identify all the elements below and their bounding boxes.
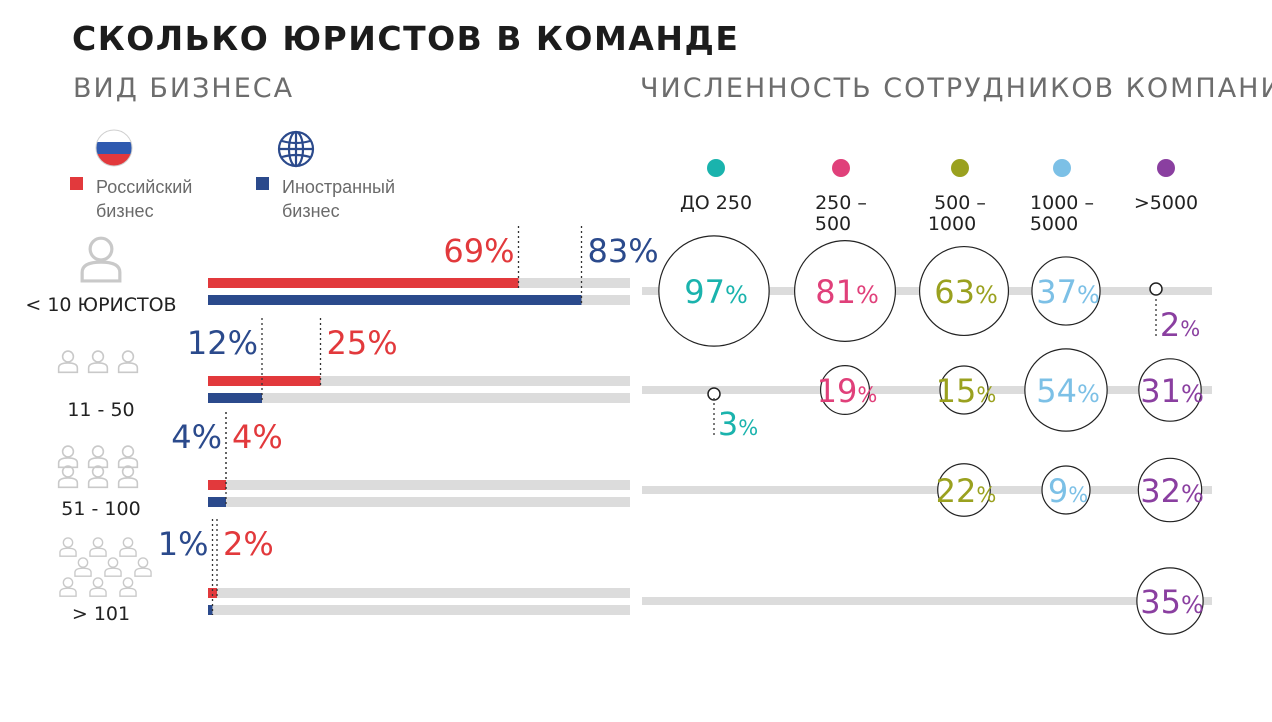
column-header-over_5000: >5000: [1134, 159, 1198, 214]
foreign-legend-label-line2: бизнес: [282, 201, 340, 221]
foreign-track: [208, 393, 630, 403]
russian-bar: [208, 278, 519, 288]
person-icon: [80, 236, 122, 283]
bar-row-4: > 101 1% 2%: [59, 519, 630, 625]
foreign-legend-swatch: [256, 177, 269, 190]
bubble: [1024, 348, 1108, 432]
column-label-line1: 500 –: [934, 192, 986, 214]
foreign-bar: [208, 393, 262, 403]
bubble: [1138, 358, 1202, 422]
bubble: [1136, 567, 1204, 635]
bubble-value-label: 3%: [718, 405, 758, 443]
bubble: [1137, 457, 1203, 523]
bubble: [918, 245, 1010, 337]
bubble-value-label: 15%: [936, 372, 997, 410]
color-dot-icon: [707, 159, 725, 177]
column-label-line1: 1000 –: [1030, 192, 1094, 214]
russian-bar: [208, 376, 321, 386]
column-label-line1: 250 –: [815, 192, 867, 214]
bar-row-2: 11 - 50 12% 25%: [57, 318, 630, 421]
color-dot-icon: [832, 159, 850, 177]
column-label-line2: 500: [815, 213, 851, 235]
russian-value-label: 2%: [223, 525, 274, 563]
bubble-row-4: 35%: [642, 567, 1212, 635]
category-label: 51 - 100: [61, 498, 140, 520]
foreign-bar: [208, 605, 213, 615]
russian-value-label: 25%: [327, 324, 398, 362]
bubble: [1031, 256, 1101, 326]
company-size-bubble-chart: ДО 250 250 –500 500 –1000 1000 –5000 >5000 97…: [642, 159, 1212, 635]
bubble: [793, 240, 896, 343]
bubble-value-label: 19%: [817, 372, 878, 410]
bubble-value-label: 35%: [1140, 583, 1204, 621]
bubble-value-label: 2%: [1160, 306, 1200, 344]
category-label: < 10 ЮРИСТОВ: [25, 294, 176, 316]
bubble-value-label: 32%: [1140, 472, 1204, 510]
bubble: [939, 365, 989, 415]
color-dot-icon: [951, 159, 969, 177]
russian-bar: [208, 588, 217, 598]
business-type-bar-chart: < 10 ЮРИСТОВ 69% 83% 11 - 50 12% 25% 51 - 100 4…: [25, 226, 659, 625]
russian-track: [208, 588, 630, 598]
bubble-row-3: 22% 9% 32%: [642, 457, 1212, 523]
category-label: > 101: [72, 603, 130, 625]
foreign-bar: [208, 497, 226, 507]
bubble-value-label: 97%: [684, 273, 748, 311]
russian-track: [208, 480, 630, 490]
legend: Российский бизнес Иностранный бизнес: [70, 129, 395, 221]
bubble: [937, 463, 991, 517]
color-dot-icon: [1157, 159, 1175, 177]
foreign-value-label: 12%: [187, 324, 258, 362]
page-title: СКОЛЬКО ЮРИСТОВ В КОМАНДЕ: [72, 19, 739, 58]
column-header-c250_500: 250 –500: [815, 159, 867, 235]
bubble: [1149, 282, 1163, 296]
bubble: [1041, 465, 1091, 515]
bubble-value-label: 54%: [1036, 372, 1100, 410]
column-label-line1: >5000: [1134, 192, 1198, 214]
bubble: [819, 364, 871, 416]
foreign-track: [208, 497, 630, 507]
column-header-c1000_5000: 1000 –5000: [1030, 159, 1094, 235]
foreign-value-label: 83%: [588, 232, 659, 270]
column-header-c500_1000: 500 –1000: [928, 159, 986, 235]
column-label-line2: 1000: [928, 213, 976, 235]
bubble-value-label: 81%: [815, 273, 879, 311]
bubble-value-label: 63%: [934, 273, 998, 311]
russian-legend-label-line1: Российский: [96, 177, 192, 197]
column-label-line2: 5000: [1030, 213, 1078, 235]
russian-track: [208, 376, 630, 386]
russian-legend-swatch: [70, 177, 83, 190]
russian-legend-label-line2: бизнес: [96, 201, 154, 221]
foreign-value-label: 1%: [158, 525, 209, 563]
column-label-line1: ДО 250: [680, 192, 752, 214]
foreign-value-label: 4%: [171, 418, 222, 456]
globe-icon: [277, 130, 315, 168]
bar-row-1: < 10 ЮРИСТОВ 69% 83%: [25, 226, 659, 316]
column-header-up_to_250: ДО 250: [680, 159, 752, 214]
foreign-track: [208, 605, 630, 615]
people-group-icon: [57, 445, 139, 489]
russia-flag-icon: [96, 130, 132, 166]
bubble-row-2: 3% 19% 15% 54% 31%: [642, 348, 1212, 443]
color-dot-icon: [1053, 159, 1071, 177]
russian-value-label: 69%: [443, 232, 514, 270]
bubble-row-1: 97% 81% 63% 37% 2%: [642, 235, 1212, 347]
bubble-value-label: 22%: [936, 472, 997, 510]
people-group-icon: [59, 537, 152, 597]
bubble-value-label: 31%: [1140, 372, 1204, 410]
people-group-icon: [57, 350, 139, 374]
foreign-bar: [208, 295, 582, 305]
russian-bar: [208, 480, 226, 490]
business-type-heading: ВИД БИЗНЕСА: [73, 73, 294, 104]
bar-row-3: 51 - 100 4% 4%: [57, 412, 630, 520]
foreign-legend-label-line1: Иностранный: [282, 177, 395, 197]
bubble-value-label: 9%: [1048, 472, 1088, 510]
bubble-value-label: 37%: [1036, 273, 1100, 311]
bubble: [658, 235, 770, 347]
russian-value-label: 4%: [232, 418, 283, 456]
category-label: 11 - 50: [67, 399, 134, 421]
company-size-heading: ЧИСЛЕННОСТЬ СОТРУДНИКОВ КОМПАНИИ: [640, 73, 1272, 104]
